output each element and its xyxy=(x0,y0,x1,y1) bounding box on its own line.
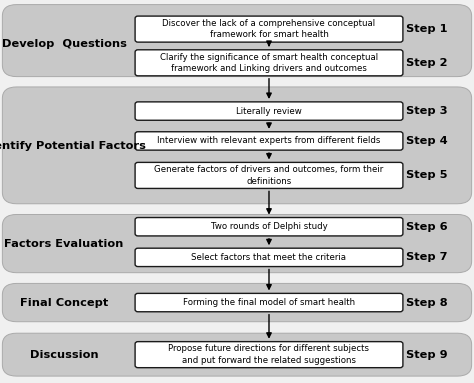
Text: Discover the lack of a comprehensive conceptual
framework for smart health: Discover the lack of a comprehensive con… xyxy=(163,19,375,39)
Text: Literally review: Literally review xyxy=(236,106,302,116)
Text: Propose future directions for different subjects
and put forward the related sug: Propose future directions for different … xyxy=(168,344,370,365)
Text: Step 8: Step 8 xyxy=(406,298,447,308)
Text: Step 1: Step 1 xyxy=(406,24,447,34)
FancyBboxPatch shape xyxy=(135,132,403,150)
Text: Interview with relevant experts from different fields: Interview with relevant experts from dif… xyxy=(157,136,381,146)
Text: Discussion: Discussion xyxy=(30,350,98,360)
FancyBboxPatch shape xyxy=(2,283,472,322)
FancyBboxPatch shape xyxy=(135,342,403,368)
FancyBboxPatch shape xyxy=(2,5,472,77)
Text: Identify Potential Factors: Identify Potential Factors xyxy=(0,141,146,151)
FancyBboxPatch shape xyxy=(135,102,403,120)
FancyBboxPatch shape xyxy=(135,218,403,236)
Text: Step 7: Step 7 xyxy=(406,252,447,262)
Text: Generate factors of drivers and outcomes, form their
definitions: Generate factors of drivers and outcomes… xyxy=(155,165,383,186)
Text: Clarify the significance of smart health conceptual
framework and Linking driver: Clarify the significance of smart health… xyxy=(160,52,378,73)
FancyBboxPatch shape xyxy=(135,16,403,42)
FancyBboxPatch shape xyxy=(135,50,403,76)
Text: Step 5: Step 5 xyxy=(406,170,447,180)
Text: Develop  Questions: Develop Questions xyxy=(1,39,127,49)
Text: Two rounds of Delphi study: Two rounds of Delphi study xyxy=(210,222,328,231)
FancyBboxPatch shape xyxy=(135,293,403,312)
FancyBboxPatch shape xyxy=(2,87,472,204)
Text: Final Concept: Final Concept xyxy=(20,298,108,308)
Text: Step 6: Step 6 xyxy=(406,222,447,232)
Text: Step 3: Step 3 xyxy=(406,106,447,116)
Text: Step 2: Step 2 xyxy=(406,58,447,68)
Text: Forming the final model of smart health: Forming the final model of smart health xyxy=(183,298,355,307)
FancyBboxPatch shape xyxy=(2,214,472,273)
Text: Step 9: Step 9 xyxy=(406,350,447,360)
Text: Step 4: Step 4 xyxy=(406,136,447,146)
Text: Select factors that meet the criteria: Select factors that meet the criteria xyxy=(191,253,346,262)
FancyBboxPatch shape xyxy=(2,333,472,376)
Text: Factors Evaluation: Factors Evaluation xyxy=(4,239,124,249)
FancyBboxPatch shape xyxy=(135,248,403,267)
FancyBboxPatch shape xyxy=(135,162,403,188)
